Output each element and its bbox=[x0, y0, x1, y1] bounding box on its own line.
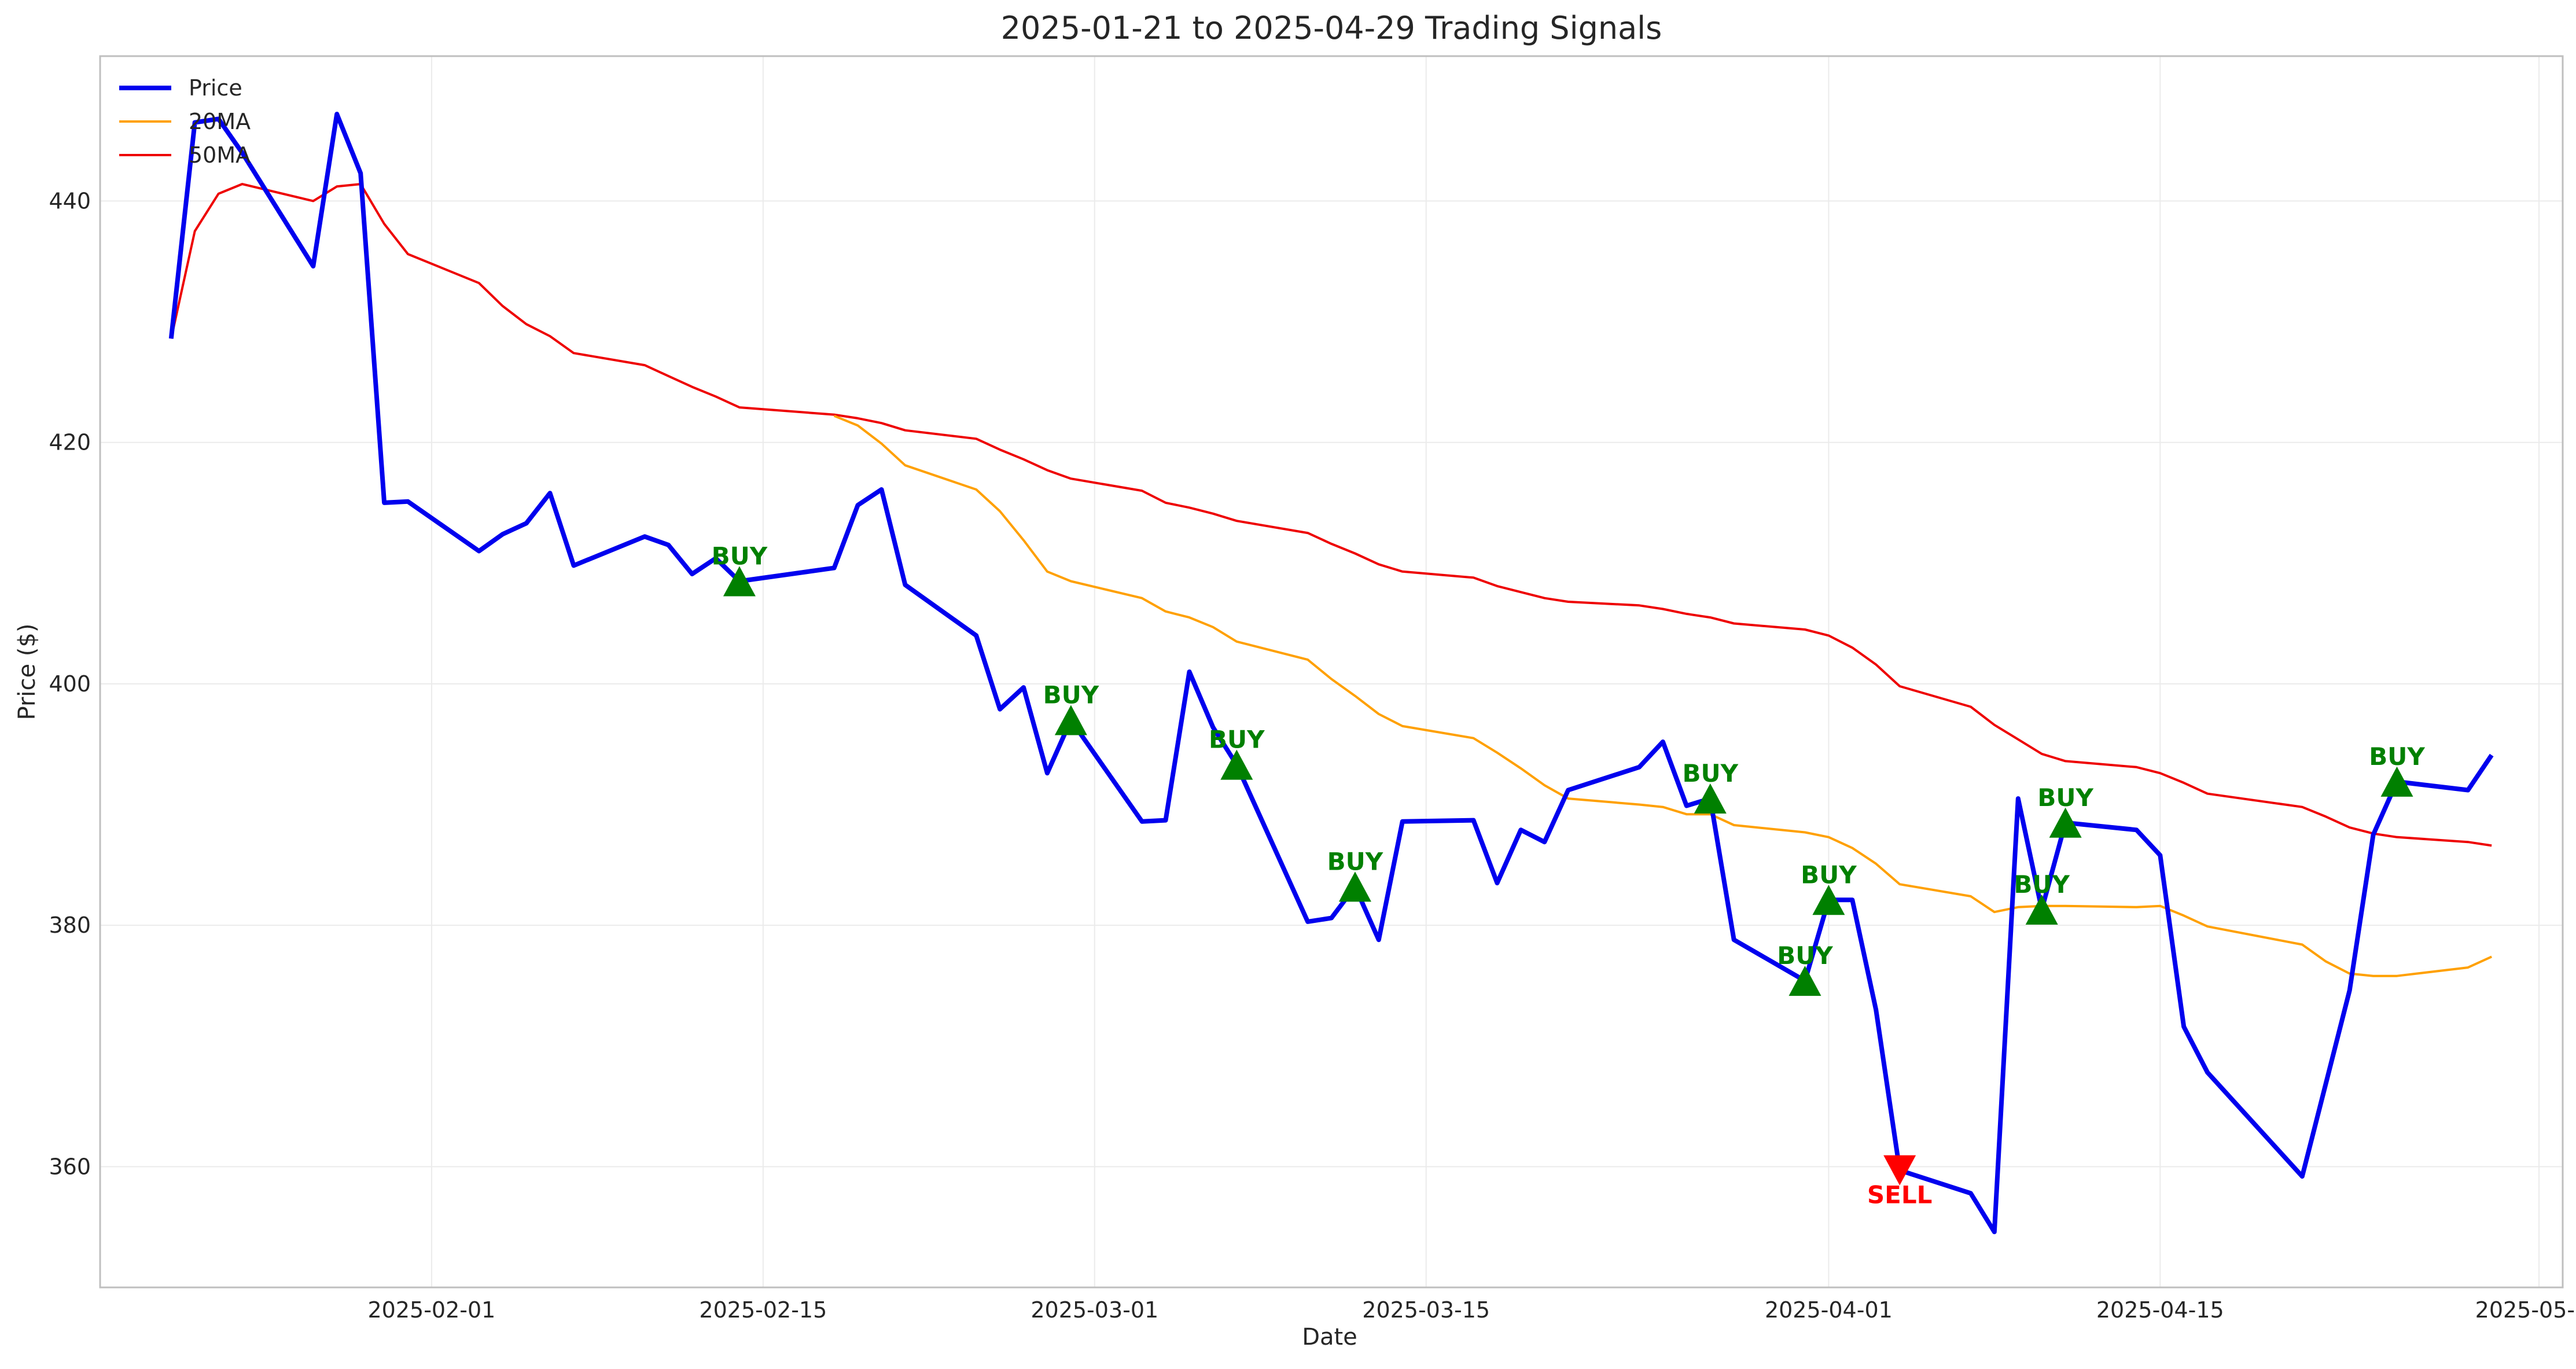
buy-signal-marker bbox=[2049, 807, 2082, 838]
buy-signal-label: BUY bbox=[1777, 941, 1833, 970]
series-line-price bbox=[168, 112, 2494, 1234]
plot-frame bbox=[99, 55, 2564, 1289]
y-tick-label: 380 bbox=[49, 912, 91, 938]
x-tick-label: 2025-03-15 bbox=[1362, 1297, 1490, 1323]
buy-signal-label: BUY bbox=[2037, 783, 2093, 812]
buy-signal-label: BUY bbox=[1801, 860, 1857, 889]
sell-signal-marker bbox=[1883, 1155, 1916, 1186]
x-tick-label: 2025-02-01 bbox=[368, 1297, 496, 1323]
x-axis-title: Date bbox=[1302, 1324, 1357, 1350]
series-line-20ma bbox=[833, 414, 2493, 977]
legend-label-50ma: 50MA bbox=[189, 142, 251, 168]
buy-signal-marker bbox=[1694, 783, 1727, 814]
legend-label-price: Price bbox=[189, 75, 242, 101]
buy-signal-label: BUY bbox=[1043, 680, 1099, 709]
chart-title: 2025-01-21 to 2025-04-29 Trading Signals bbox=[1001, 10, 1662, 46]
buy-signal-label: BUY bbox=[712, 542, 768, 571]
buy-signal-label: BUY bbox=[1683, 759, 1739, 787]
buy-signal-marker bbox=[1789, 966, 1821, 996]
x-tick-label: 2025-04-15 bbox=[2096, 1297, 2224, 1323]
buy-signal-label: BUY bbox=[1327, 847, 1383, 875]
legend-label-20ma: 20MA bbox=[189, 109, 251, 134]
y-tick-label: 400 bbox=[49, 671, 91, 697]
buy-signal-marker bbox=[1338, 871, 1371, 902]
x-tick-label: 2025-02-15 bbox=[699, 1297, 827, 1323]
x-tick-label: 2025-04-01 bbox=[1765, 1297, 1893, 1323]
y-tick-label: 360 bbox=[49, 1154, 91, 1179]
series-line-50ma bbox=[170, 183, 2492, 847]
grid bbox=[100, 56, 2563, 1287]
buy-signal-marker bbox=[1220, 749, 1253, 780]
buy-signal-label: BUY bbox=[1209, 726, 1265, 754]
x-tick-label: 2025-03-01 bbox=[1031, 1297, 1158, 1323]
ticks: 2025-02-01 2025-02-15 2025-03-01 2025-03-15… bbox=[49, 188, 2576, 1323]
legend: Price 20MA 50MA bbox=[119, 75, 251, 168]
plot-area bbox=[168, 112, 2494, 1234]
y-tick-label: 440 bbox=[49, 188, 91, 214]
y-tick-label: 420 bbox=[49, 430, 91, 455]
sell-signal-label: SELL bbox=[1867, 1181, 1932, 1209]
signals: BUY BUY BUY BUY BUY BUY BUY SELL BUY BUY BUY bbox=[712, 542, 2426, 1209]
buy-signal-marker bbox=[723, 566, 756, 597]
buy-signal-label: BUY bbox=[2369, 742, 2425, 771]
buy-signal-marker bbox=[2380, 766, 2413, 797]
buy-signal-label: BUY bbox=[2014, 870, 2070, 899]
buy-signal-marker bbox=[1812, 885, 1845, 915]
x-tick-label: 2025-05-01 bbox=[2475, 1297, 2576, 1323]
buy-signal-marker bbox=[2025, 894, 2058, 925]
y-axis-title: Price ($) bbox=[14, 624, 41, 720]
buy-signal-marker bbox=[1054, 705, 1087, 735]
